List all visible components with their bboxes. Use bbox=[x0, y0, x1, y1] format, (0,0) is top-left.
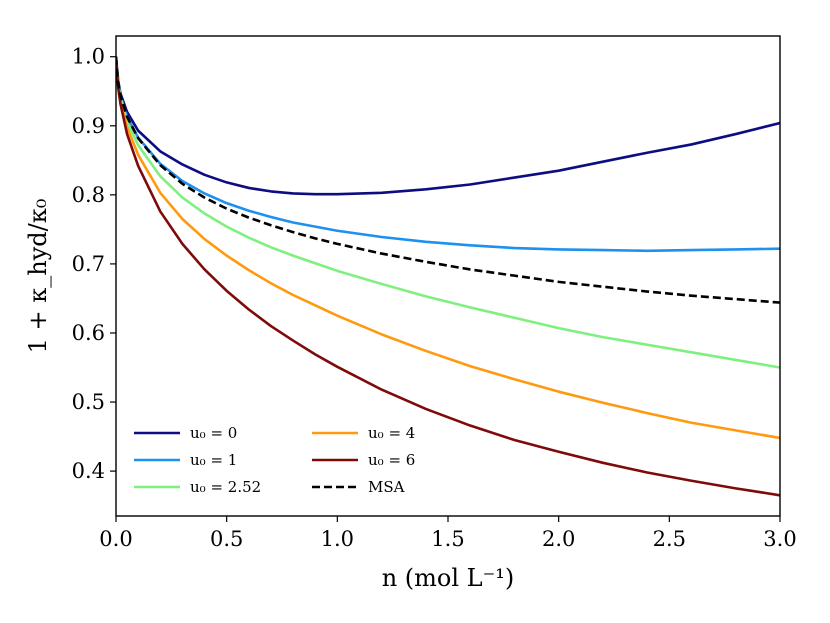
x-tick-label: 3.0 bbox=[763, 527, 796, 551]
legend: u₀ = 0 u₀ = 1 u₀ = 2.52 u₀ = 4 u₀ = 6 MSA bbox=[134, 424, 415, 496]
legend-label-4: u₀ = 6 bbox=[368, 451, 415, 469]
legend-label-5: MSA bbox=[368, 478, 405, 496]
series-layer bbox=[116, 56, 780, 497]
y-axis-label: 1 + κ_hyd/κ₀ bbox=[24, 199, 52, 354]
y-tick-label: 1.0 bbox=[72, 45, 105, 69]
x-tick-label: 0.0 bbox=[99, 527, 132, 551]
series-line-5 bbox=[116, 56, 780, 304]
plot-frame bbox=[115, 35, 781, 517]
series-line-2 bbox=[116, 56, 780, 369]
legend-label-1: u₀ = 1 bbox=[190, 451, 237, 469]
legend-label-3: u₀ = 4 bbox=[368, 424, 415, 442]
y-tick-label: 0.5 bbox=[72, 390, 105, 414]
y-tick-label: 0.7 bbox=[72, 252, 105, 276]
x-tick-label: 1.5 bbox=[431, 527, 464, 551]
series-line-0 bbox=[116, 56, 780, 196]
x-tick-label: 2.0 bbox=[542, 527, 575, 551]
y-tick-label: 0.4 bbox=[72, 459, 105, 483]
x-tick-label: 1.0 bbox=[321, 527, 354, 551]
series-line-3 bbox=[116, 56, 780, 440]
series-line-4 bbox=[116, 56, 780, 497]
x-axis-label: n (mol L⁻¹) bbox=[382, 564, 515, 592]
x-tick-label: 0.5 bbox=[210, 527, 243, 551]
axis-labels: n (mol L⁻¹) 1 + κ_hyd/κ₀ bbox=[24, 199, 514, 592]
series-line-1 bbox=[116, 56, 780, 253]
y-tick-label: 0.8 bbox=[72, 183, 105, 207]
x-tick-label: 2.5 bbox=[653, 527, 686, 551]
legend-label-2: u₀ = 2.52 bbox=[190, 478, 261, 496]
y-tick-label: 0.9 bbox=[72, 114, 105, 138]
axis-layer: 0.0 0.5 1.0 1.5 2.0 2.5 3.0 0.4 0.5 0.6 0.7 0.8 0.9 1… bbox=[72, 45, 797, 551]
legend-label-0: u₀ = 0 bbox=[190, 424, 237, 442]
y-tick-label: 0.6 bbox=[72, 321, 105, 345]
